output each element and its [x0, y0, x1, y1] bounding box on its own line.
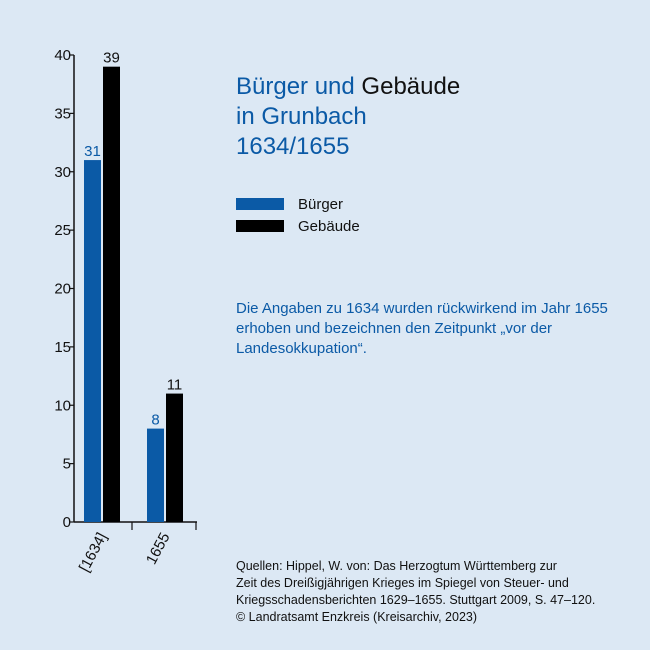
y-tick-label: 15	[54, 339, 71, 356]
sources-line: Quellen: Hippel, W. von: Das Herzogtum W…	[236, 559, 557, 573]
y-tick-label: 40	[54, 47, 71, 64]
footnote-text: Die Angaben zu 1634 wurden rückwirkend i…	[236, 300, 608, 357]
copyright-line: © Landratsamt Enzkreis (Kreisarchiv, 202…	[236, 610, 478, 624]
chart-title: Bürger und Gebäude in Grunbach 1634/1655	[236, 72, 460, 162]
y-tick-label: 0	[63, 514, 71, 531]
legend-label-gebaeude: Gebäude	[298, 217, 360, 235]
bar-value-label: 39	[103, 50, 120, 67]
bar-buerger-1634	[84, 160, 101, 522]
y-tick-label: 20	[54, 281, 71, 298]
y-tick-label: 30	[54, 164, 71, 181]
x-category-label: 1655	[143, 530, 174, 567]
title-part-gebaeude: Gebäude	[361, 73, 461, 100]
bar-value-label: 31	[84, 143, 101, 160]
y-tick-label: 5	[63, 456, 71, 473]
x-category-label: [1634]	[76, 530, 111, 575]
y-tick-label: 35	[54, 105, 71, 122]
sources-line: Zeit des Dreißigjährigen Krieges im Spie…	[236, 576, 569, 590]
sources-block: Quellen: Hippel, W. von: Das Herzogtum W…	[236, 558, 636, 626]
bar-gebaeude-1655	[166, 393, 183, 522]
bar-buerger-1655	[147, 428, 164, 522]
legend-label-buerger: Bürger	[298, 195, 344, 213]
bar-value-label: 8	[151, 412, 159, 429]
legend-item-gebaeude: Gebäude	[236, 215, 360, 237]
title-line-2: in Grunbach	[236, 103, 367, 130]
bar-value-label: 11	[167, 377, 183, 394]
bar-gebaeude-1634	[103, 66, 120, 523]
legend-swatch-buerger	[236, 198, 284, 210]
y-tick-label: 25	[54, 222, 71, 239]
legend-swatch-gebaeude	[236, 220, 284, 232]
legend-item-buerger: Bürger	[236, 193, 360, 215]
legend: Bürger Gebäude	[236, 193, 360, 237]
title-line-3: 1634/1655	[236, 133, 350, 160]
y-tick-label: 10	[54, 397, 71, 414]
sources-line: Kriegsschadensberichten 1629–1655. Stutt…	[236, 593, 596, 607]
title-part-buerger: Bürger und	[236, 73, 355, 100]
